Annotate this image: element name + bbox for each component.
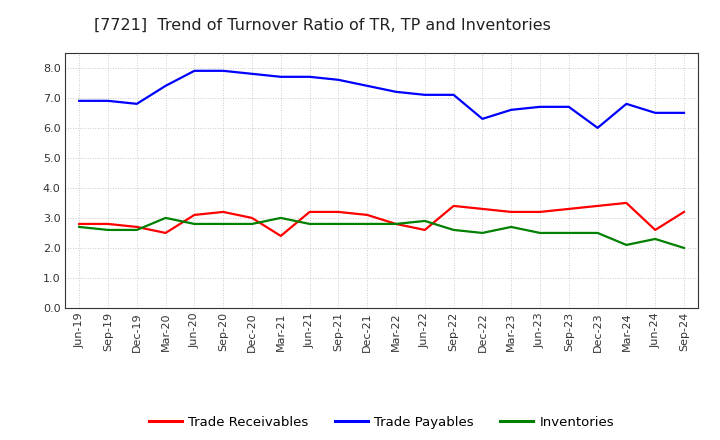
Legend: Trade Receivables, Trade Payables, Inventories: Trade Receivables, Trade Payables, Inven… bbox=[143, 411, 620, 434]
Text: [7721]  Trend of Turnover Ratio of TR, TP and Inventories: [7721] Trend of Turnover Ratio of TR, TP… bbox=[94, 18, 551, 33]
